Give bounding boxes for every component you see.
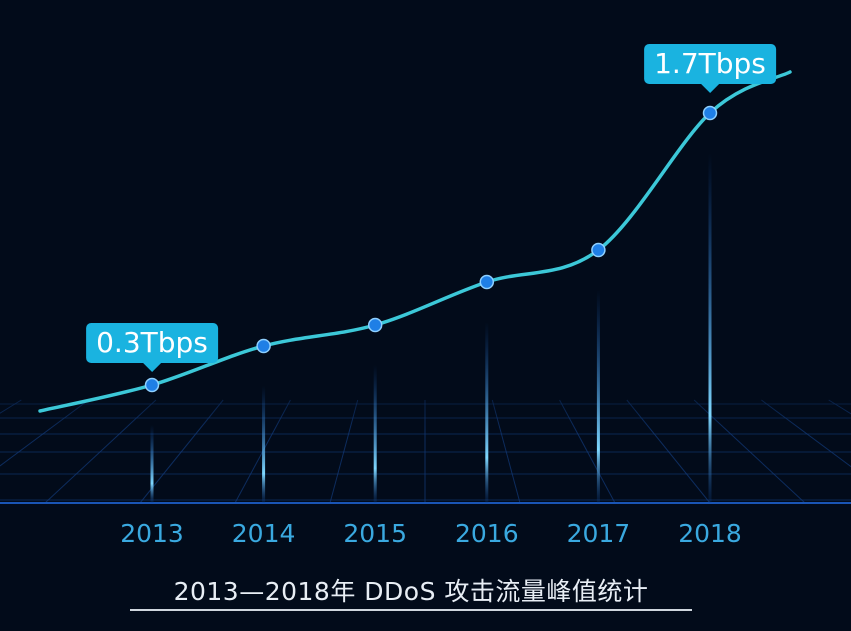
data-point-2016 — [479, 274, 495, 290]
light-beam-2016 — [485, 322, 489, 503]
data-point-2015 — [367, 317, 383, 333]
light-beam-2017 — [596, 290, 600, 503]
x-tick-label-2017: 2017 — [567, 519, 631, 548]
x-tick-label-2018: 2018 — [678, 519, 742, 548]
x-tick-label-2016: 2016 — [455, 519, 519, 548]
data-point-2013 — [144, 377, 160, 393]
x-tick-label-2013: 2013 — [120, 519, 184, 548]
x-tick-label-2015: 2015 — [343, 519, 407, 548]
title-underline — [130, 609, 692, 611]
light-beam-2015 — [373, 365, 377, 503]
data-point-2017 — [591, 242, 606, 258]
data-label-2018: 1.7Tbps — [644, 44, 776, 93]
series-line — [38, 70, 792, 413]
x-tick-label-2014: 2014 — [232, 519, 296, 548]
light-beam-2014 — [262, 386, 266, 503]
data-point-2014 — [256, 338, 271, 354]
chart-title: 2013—2018年 DDoS 攻击流量峰值统计 — [173, 577, 649, 606]
data-label-2013: 0.3Tbps — [86, 323, 218, 372]
light-beam-2013 — [150, 425, 154, 503]
data-point-2018 — [702, 105, 718, 121]
light-beam-2018 — [708, 153, 712, 503]
